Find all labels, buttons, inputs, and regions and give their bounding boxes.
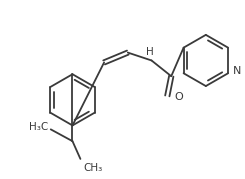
Text: H: H (146, 47, 153, 57)
Text: N: N (233, 66, 241, 76)
Text: CH₃: CH₃ (83, 163, 103, 173)
Text: O: O (174, 92, 183, 102)
Text: H₃C: H₃C (29, 122, 48, 132)
